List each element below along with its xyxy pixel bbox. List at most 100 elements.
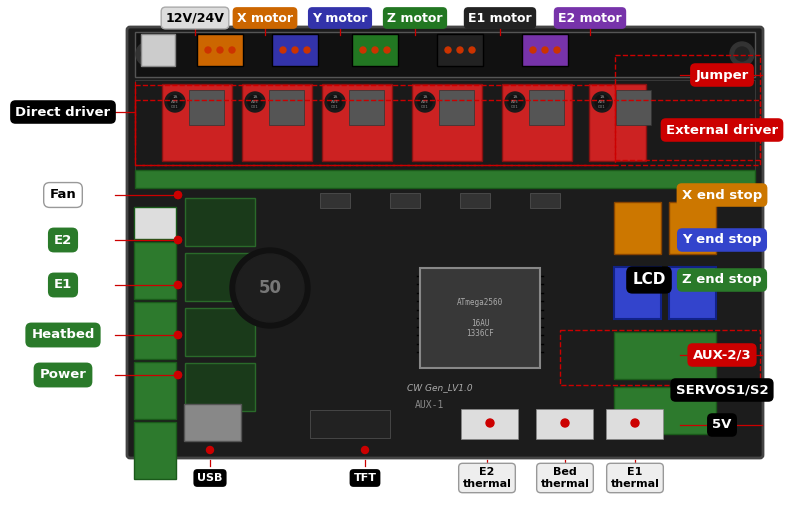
Text: 1A
ASE
001: 1A ASE 001 <box>598 96 606 109</box>
FancyBboxPatch shape <box>412 84 482 161</box>
FancyBboxPatch shape <box>134 242 176 299</box>
Circle shape <box>175 371 182 379</box>
Text: E1
thermal: E1 thermal <box>611 467 660 489</box>
Circle shape <box>505 92 525 112</box>
Bar <box>310 410 390 438</box>
Text: Jumper: Jumper <box>695 68 749 81</box>
Circle shape <box>384 47 390 53</box>
FancyBboxPatch shape <box>614 267 661 319</box>
FancyBboxPatch shape <box>536 409 593 439</box>
Circle shape <box>595 95 609 109</box>
Text: Power: Power <box>40 368 86 382</box>
Bar <box>420 268 540 368</box>
FancyBboxPatch shape <box>184 404 241 441</box>
Circle shape <box>205 47 211 53</box>
Circle shape <box>304 47 310 53</box>
Text: AUX-2/3: AUX-2/3 <box>693 349 751 361</box>
Circle shape <box>175 282 182 289</box>
Bar <box>135 170 755 188</box>
Circle shape <box>631 419 639 427</box>
Text: SERVOS1/S2: SERVOS1/S2 <box>675 383 769 397</box>
Circle shape <box>236 254 304 322</box>
Text: AUX-1: AUX-1 <box>416 400 445 410</box>
Text: LCD: LCD <box>632 272 666 288</box>
Circle shape <box>542 47 548 53</box>
FancyBboxPatch shape <box>614 387 716 434</box>
Text: X end stop: X end stop <box>682 189 762 201</box>
Circle shape <box>217 47 223 53</box>
Circle shape <box>141 47 155 61</box>
Text: Direct driver: Direct driver <box>16 105 111 119</box>
Bar <box>185 198 255 246</box>
Bar <box>439 90 474 125</box>
Bar <box>349 90 384 125</box>
Circle shape <box>469 47 475 53</box>
FancyBboxPatch shape <box>669 267 716 319</box>
FancyBboxPatch shape <box>461 409 518 439</box>
Text: CW Gen_LV1.0: CW Gen_LV1.0 <box>407 383 472 392</box>
Circle shape <box>175 192 182 198</box>
FancyBboxPatch shape <box>242 84 312 161</box>
Bar <box>530 193 560 208</box>
Bar <box>185 253 255 301</box>
Circle shape <box>292 47 298 53</box>
Text: E1: E1 <box>54 278 72 291</box>
Text: 5V: 5V <box>713 419 732 431</box>
Text: Z end stop: Z end stop <box>683 273 762 287</box>
Text: External driver: External driver <box>666 124 778 136</box>
Circle shape <box>325 92 345 112</box>
Bar <box>185 363 255 411</box>
Circle shape <box>415 92 435 112</box>
FancyBboxPatch shape <box>272 34 318 66</box>
FancyBboxPatch shape <box>614 202 661 254</box>
Circle shape <box>372 47 378 53</box>
Text: Y end stop: Y end stop <box>683 234 762 246</box>
FancyBboxPatch shape <box>134 302 176 359</box>
Text: Fan: Fan <box>50 189 77 201</box>
Circle shape <box>136 42 160 66</box>
FancyBboxPatch shape <box>522 34 568 66</box>
Bar <box>189 90 224 125</box>
Circle shape <box>175 332 182 338</box>
FancyBboxPatch shape <box>127 27 763 458</box>
Circle shape <box>735 47 749 61</box>
Text: 12V/24V: 12V/24V <box>166 12 224 25</box>
Text: 1A
ASE
001: 1A ASE 001 <box>251 96 259 109</box>
Circle shape <box>280 47 286 53</box>
FancyBboxPatch shape <box>589 84 646 161</box>
Text: E1 motor: E1 motor <box>468 12 532 25</box>
Circle shape <box>175 332 182 338</box>
Text: Heatbed: Heatbed <box>32 329 95 341</box>
Text: E2
thermal: E2 thermal <box>463 467 511 489</box>
Circle shape <box>328 95 342 109</box>
Text: E2 motor: E2 motor <box>559 12 622 25</box>
Circle shape <box>530 47 536 53</box>
FancyBboxPatch shape <box>197 34 243 66</box>
Circle shape <box>165 92 185 112</box>
Circle shape <box>486 419 494 427</box>
Text: 50: 50 <box>258 279 281 297</box>
Circle shape <box>175 371 182 379</box>
Circle shape <box>175 192 182 198</box>
FancyBboxPatch shape <box>134 422 176 479</box>
Bar <box>320 193 350 208</box>
Text: 1A
ASE
001: 1A ASE 001 <box>511 96 519 109</box>
FancyBboxPatch shape <box>162 84 232 161</box>
Circle shape <box>229 47 235 53</box>
FancyBboxPatch shape <box>134 362 176 419</box>
FancyBboxPatch shape <box>669 202 716 254</box>
Circle shape <box>508 95 522 109</box>
Circle shape <box>554 47 560 53</box>
Circle shape <box>445 47 451 53</box>
FancyBboxPatch shape <box>437 34 483 66</box>
Circle shape <box>418 95 432 109</box>
Bar <box>460 193 490 208</box>
FancyBboxPatch shape <box>502 84 572 161</box>
Bar <box>390 193 420 208</box>
Circle shape <box>175 237 182 244</box>
Bar <box>269 90 304 125</box>
Circle shape <box>362 447 368 453</box>
FancyBboxPatch shape <box>134 207 176 239</box>
Text: E2: E2 <box>54 234 72 246</box>
Circle shape <box>168 95 182 109</box>
